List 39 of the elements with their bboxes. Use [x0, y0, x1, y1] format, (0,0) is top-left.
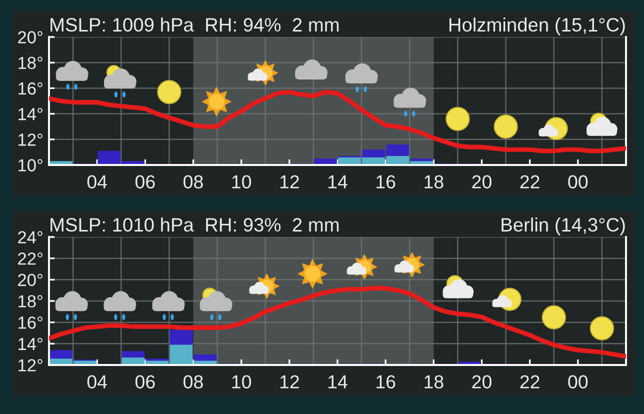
x-tick-label: 12: [280, 175, 299, 188]
y-tick-label: 12°: [18, 134, 42, 146]
x-tick-label: 18: [424, 175, 444, 188]
y-tick-label: 22°: [18, 252, 42, 265]
y-tick-label: 12°: [18, 359, 42, 372]
y-tick-label: 14°: [18, 338, 42, 350]
x-tick-label: 00: [568, 375, 588, 388]
y-tick-label: 14°: [18, 108, 42, 120]
chart-subtitle: MSLP: 1010 hPa RH: 93% 2 mm: [50, 218, 339, 232]
x-tick-label: 10: [232, 375, 252, 388]
x-tick-label: 08: [184, 175, 203, 188]
x-tick-label: 04: [87, 175, 107, 188]
chart-title: Holzminden (15,1°C): [449, 18, 625, 36]
x-tick-label: 18: [424, 375, 444, 388]
x-tick-label: 14: [328, 175, 348, 188]
x-tick-label: 20: [472, 175, 492, 188]
chart-subtitle: MSLP: 1009 hPa RH: 94% 2 mm: [50, 18, 339, 32]
x-tick-label: 10: [232, 175, 252, 188]
x-tick-label: 12: [280, 375, 299, 388]
y-tick-label: 18°: [18, 295, 42, 308]
y-tick-label: 20°: [18, 31, 42, 44]
y-tick-label: 16°: [18, 316, 42, 329]
x-tick-label: 04: [87, 375, 107, 388]
x-tick-label: 20: [472, 375, 492, 388]
y-tick-label: 10°: [18, 159, 42, 172]
y-tick-label: 20°: [18, 274, 42, 286]
x-tick-label: 08: [184, 375, 203, 388]
x-tick-label: 00: [568, 175, 588, 188]
x-tick-label: 06: [135, 175, 155, 188]
x-tick-label: 22: [520, 175, 540, 188]
x-tick-label: 14: [328, 375, 348, 388]
x-tick-label: 16: [376, 375, 396, 388]
x-tick-label: 06: [135, 375, 155, 388]
y-tick-label: 18°: [18, 56, 42, 70]
y-tick-label: 24°: [18, 231, 42, 244]
x-tick-label: 16: [376, 175, 396, 188]
y-tick-label: 16°: [18, 82, 42, 95]
x-tick-label: 22: [520, 375, 540, 388]
chart-title: Berlin (14,3°C): [502, 218, 625, 236]
